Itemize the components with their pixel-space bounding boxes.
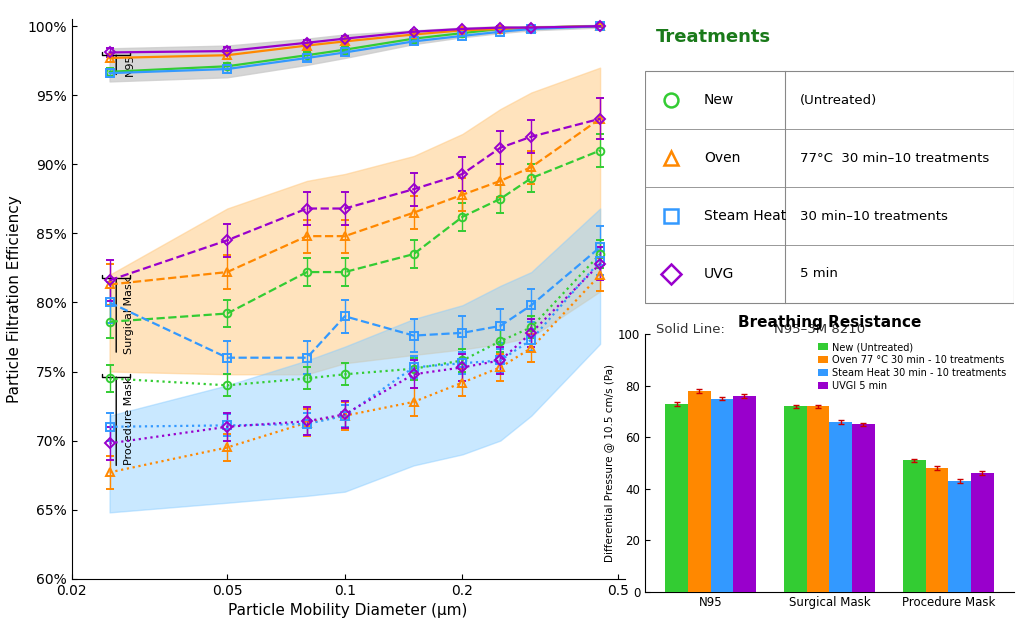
Text: 77°C  30 min–10 treatments: 77°C 30 min–10 treatments: [800, 152, 989, 165]
Y-axis label: Particle Filtration Efficiency: Particle Filtration Efficiency: [7, 195, 22, 403]
Bar: [903, 460, 926, 592]
Text: (Untreated): (Untreated): [800, 94, 878, 107]
Text: 5 min: 5 min: [800, 267, 838, 280]
Bar: [666, 404, 688, 592]
Text: New: New: [705, 93, 734, 107]
Text: UVG: UVG: [705, 267, 734, 281]
Bar: [852, 424, 874, 592]
Bar: [829, 422, 852, 592]
Text: Procedure Mask–3M 1820: Procedure Mask–3M 1820: [774, 375, 944, 388]
Bar: [688, 391, 711, 592]
Text: Treatments: Treatments: [656, 28, 771, 46]
Bar: [711, 399, 733, 592]
Text: N95–3M 8210: N95–3M 8210: [774, 323, 865, 336]
Text: Steam Heat: Steam Heat: [705, 209, 786, 223]
Text: Dashed Line:: Dashed Line:: [656, 349, 743, 362]
Text: Surgical Mask: Surgical Mask: [125, 276, 134, 354]
Bar: [926, 468, 948, 592]
Bar: [948, 481, 971, 592]
Bar: [807, 406, 829, 592]
Bar: [784, 406, 807, 592]
Text: Solid Line:: Solid Line:: [656, 323, 725, 336]
Text: N95: N95: [125, 53, 134, 76]
Title: Breathing Resistance: Breathing Resistance: [737, 316, 922, 331]
Text: 30 min–10 treatments: 30 min–10 treatments: [800, 210, 948, 222]
Text: Surgical Mask–Halyard 48207: Surgical Mask–Halyard 48207: [774, 349, 971, 362]
Legend: New (Untreated), Oven 77 °C 30 min - 10 treatments, Steam Heat 30 min - 10 treat: New (Untreated), Oven 77 °C 30 min - 10 …: [815, 340, 1009, 394]
Y-axis label: Differential Pressure @ 10.5 cm/s (Pa): Differential Pressure @ 10.5 cm/s (Pa): [604, 364, 613, 562]
Text: Procedure Mask: Procedure Mask: [125, 377, 134, 466]
Text: Oven: Oven: [705, 151, 740, 165]
Bar: [645, 71, 1014, 303]
X-axis label: Particle Mobility Diameter (μm): Particle Mobility Diameter (μm): [228, 603, 468, 618]
Bar: [971, 473, 993, 592]
Bar: [733, 396, 756, 592]
Text: Dotted Line:: Dotted Line:: [656, 375, 738, 388]
